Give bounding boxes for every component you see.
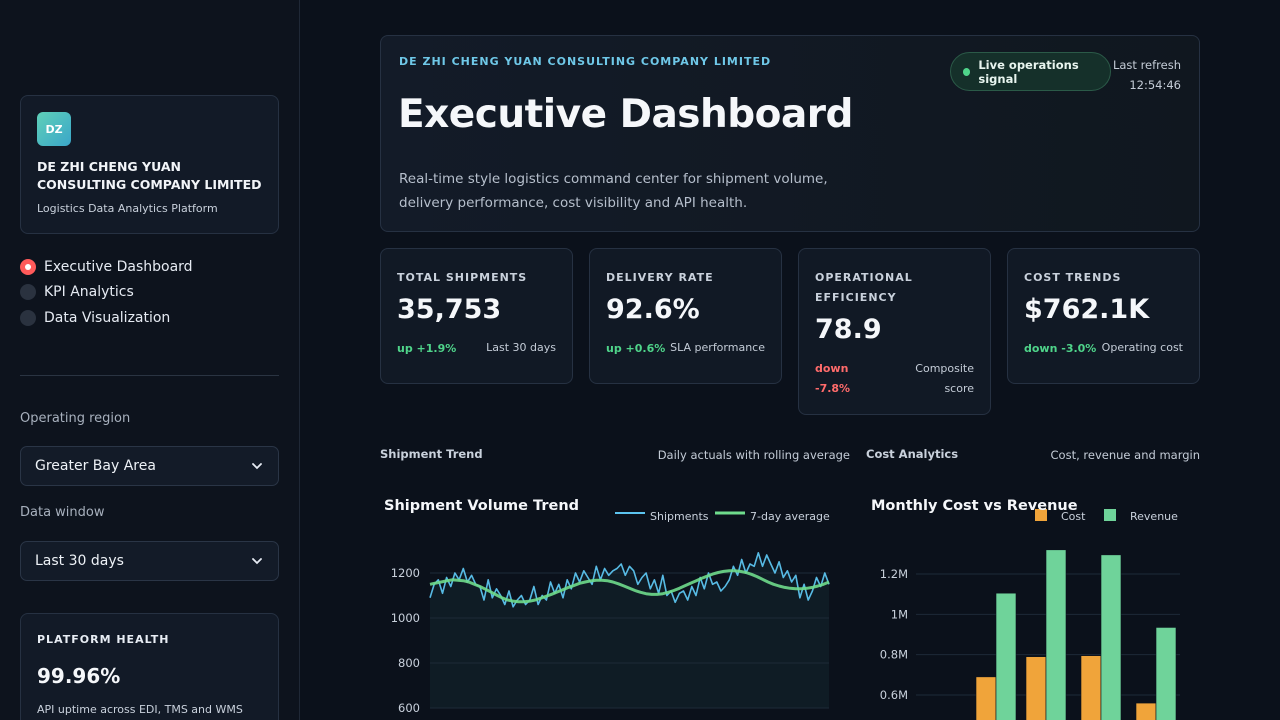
nav-label: KPI Analytics bbox=[44, 284, 134, 301]
refresh-time: 12:54:46 bbox=[1129, 78, 1181, 92]
legend-label: Shipments bbox=[650, 510, 709, 523]
cost-bar bbox=[1135, 702, 1157, 720]
cost-chart-title: Monthly Cost vs Revenue bbox=[871, 498, 1078, 514]
kpi-card-delivery-rate: DELIVERY RATE 92.6% up +0.6% SLA perform… bbox=[589, 248, 782, 384]
cost-revenue-bar-chart[interactable]: Cost Revenue 0.6M 0.8M 1M 1.2M bbox=[866, 495, 1200, 720]
platform-health-card: PLATFORM HEALTH 99.96% API uptime across… bbox=[20, 613, 279, 720]
nav-executive-dashboard[interactable]: Executive Dashboard bbox=[20, 254, 280, 280]
shipments-series-line bbox=[429, 552, 830, 608]
kpi-value: 78.9 bbox=[815, 314, 882, 345]
revenue-bar bbox=[995, 592, 1017, 720]
live-signal-badge[interactable]: Live operations signal bbox=[950, 52, 1111, 91]
live-signal-label: Live operations signal bbox=[978, 57, 1079, 86]
kpi-delta: down -3.0% bbox=[1024, 342, 1097, 355]
kpi-value: 35,753 bbox=[397, 294, 502, 325]
legend-label: Cost bbox=[1061, 510, 1086, 523]
kpi-card-total-shipments: TOTAL SHIPMENTS 35,753 up +1.9% Last 30 … bbox=[380, 248, 573, 384]
cost-bar bbox=[1080, 655, 1102, 720]
nav-label: Executive Dashboard bbox=[44, 258, 193, 275]
shipment-section-label: Shipment Trend bbox=[380, 447, 483, 461]
region-value: Greater Bay Area bbox=[35, 458, 156, 474]
kpi-note: Composite score bbox=[915, 362, 974, 395]
sidebar: DZ DE ZHI CHENG YUAN CONSULTING COMPANY … bbox=[0, 0, 300, 720]
kpi-note: Operating cost bbox=[1101, 341, 1183, 354]
cost-section-note: Cost, revenue and margin bbox=[1050, 448, 1200, 462]
kpi-value: $762.1K bbox=[1024, 294, 1150, 325]
nav-data-visualization[interactable]: Data Visualization bbox=[20, 305, 280, 331]
region-label: Operating region bbox=[20, 411, 131, 426]
kpi-note: Last 30 days bbox=[486, 341, 556, 354]
window-label: Data window bbox=[20, 505, 105, 520]
y-tick-label: 1M bbox=[891, 607, 908, 621]
page-navigation: Executive Dashboard KPI Analytics Data V… bbox=[20, 254, 280, 331]
legend-swatch bbox=[1035, 509, 1047, 521]
company-name: DE ZHI CHENG YUAN CONSULTING COMPANY LIM… bbox=[37, 159, 262, 192]
nav-label: Data Visualization bbox=[44, 309, 171, 326]
cost-bar bbox=[1025, 656, 1047, 720]
average-series-line bbox=[429, 569, 830, 604]
y-tick-label: 600 bbox=[398, 701, 420, 715]
refresh-label: Last refresh bbox=[1112, 58, 1181, 72]
shipment-line-chart[interactable]: Shipments 7-day average 600 800 1000 1200 bbox=[380, 495, 840, 720]
window-select[interactable]: Last 30 days bbox=[20, 541, 279, 581]
health-value: 99.96% bbox=[37, 664, 121, 688]
y-tick-label: 800 bbox=[398, 656, 420, 670]
shipment-section-note: Daily actuals with rolling average bbox=[657, 448, 850, 462]
y-tick-label: 0.8M bbox=[880, 648, 908, 662]
shipment-chart-legend: Shipments 7-day average bbox=[615, 510, 830, 523]
legend-swatch bbox=[1104, 509, 1116, 521]
cost-section-label: Cost Analytics bbox=[866, 447, 959, 461]
kpi-card-operational-efficiency: OPERATIONAL EFFICIENCY 78.9 down -7.8% C… bbox=[798, 248, 991, 415]
shipment-area-fill bbox=[430, 552, 829, 708]
nav-kpi-analytics[interactable]: KPI Analytics bbox=[20, 280, 280, 306]
company-logo: DZ bbox=[37, 112, 71, 146]
kpi-title: TOTAL SHIPMENTS bbox=[397, 271, 528, 284]
y-tick-label: 1.2M bbox=[880, 567, 908, 581]
kpi-delta: up +0.6% bbox=[606, 342, 666, 355]
kpi-value: 92.6% bbox=[606, 294, 700, 325]
kpi-title: OPERATIONAL EFFICIENCY bbox=[815, 271, 913, 304]
live-dot-icon bbox=[963, 67, 971, 76]
hero-company: DE ZHI CHENG YUAN CONSULTING COMPANY LIM… bbox=[399, 55, 772, 68]
sidebar-divider bbox=[20, 375, 279, 376]
y-tick-label: 1200 bbox=[391, 566, 420, 580]
kpi-delta: down -7.8% bbox=[815, 362, 851, 395]
region-select[interactable]: Greater Bay Area bbox=[20, 446, 279, 486]
health-subtitle: API uptime across EDI, TMS and WMS bbox=[37, 703, 243, 716]
last-refresh: Last refresh 12:54:46 bbox=[1113, 55, 1181, 95]
legend-label: 7-day average bbox=[750, 510, 830, 523]
y-tick-label: 0.6M bbox=[880, 688, 908, 702]
kpi-title: COST TRENDS bbox=[1024, 271, 1122, 284]
cost-bar bbox=[975, 676, 997, 720]
kpi-card-cost-trends: COST TRENDS $762.1K down -3.0% Operating… bbox=[1007, 248, 1200, 384]
y-tick-label: 1000 bbox=[391, 611, 420, 625]
cost-chart-legend: Cost Revenue bbox=[1035, 509, 1178, 523]
kpi-delta: up +1.9% bbox=[397, 342, 457, 355]
platform-name: Logistics Data Analytics Platform bbox=[37, 202, 218, 215]
brand-card: DZ DE ZHI CHENG YUAN CONSULTING COMPANY … bbox=[20, 95, 279, 234]
page-title: Executive Dashboard bbox=[398, 92, 853, 137]
kpi-note: SLA performance bbox=[670, 341, 765, 354]
legend-label: Revenue bbox=[1130, 510, 1178, 523]
hero-description: Real-time style logistics command center… bbox=[399, 171, 828, 211]
revenue-bar bbox=[1155, 627, 1177, 720]
health-title: PLATFORM HEALTH bbox=[37, 633, 170, 646]
revenue-bar bbox=[1100, 554, 1122, 720]
radio-unselected-icon[interactable] bbox=[20, 284, 36, 301]
kpi-title: DELIVERY RATE bbox=[606, 271, 714, 284]
chevron-down-icon bbox=[252, 463, 262, 470]
shipment-chart-title: Shipment Volume Trend bbox=[384, 498, 580, 514]
revenue-bar bbox=[1045, 549, 1067, 720]
window-value: Last 30 days bbox=[35, 553, 124, 569]
hero-banner: DE ZHI CHENG YUAN CONSULTING COMPANY LIM… bbox=[380, 35, 1200, 232]
radio-unselected-icon[interactable] bbox=[20, 309, 36, 326]
chevron-down-icon bbox=[252, 558, 262, 565]
radio-selected-icon[interactable] bbox=[20, 258, 36, 275]
